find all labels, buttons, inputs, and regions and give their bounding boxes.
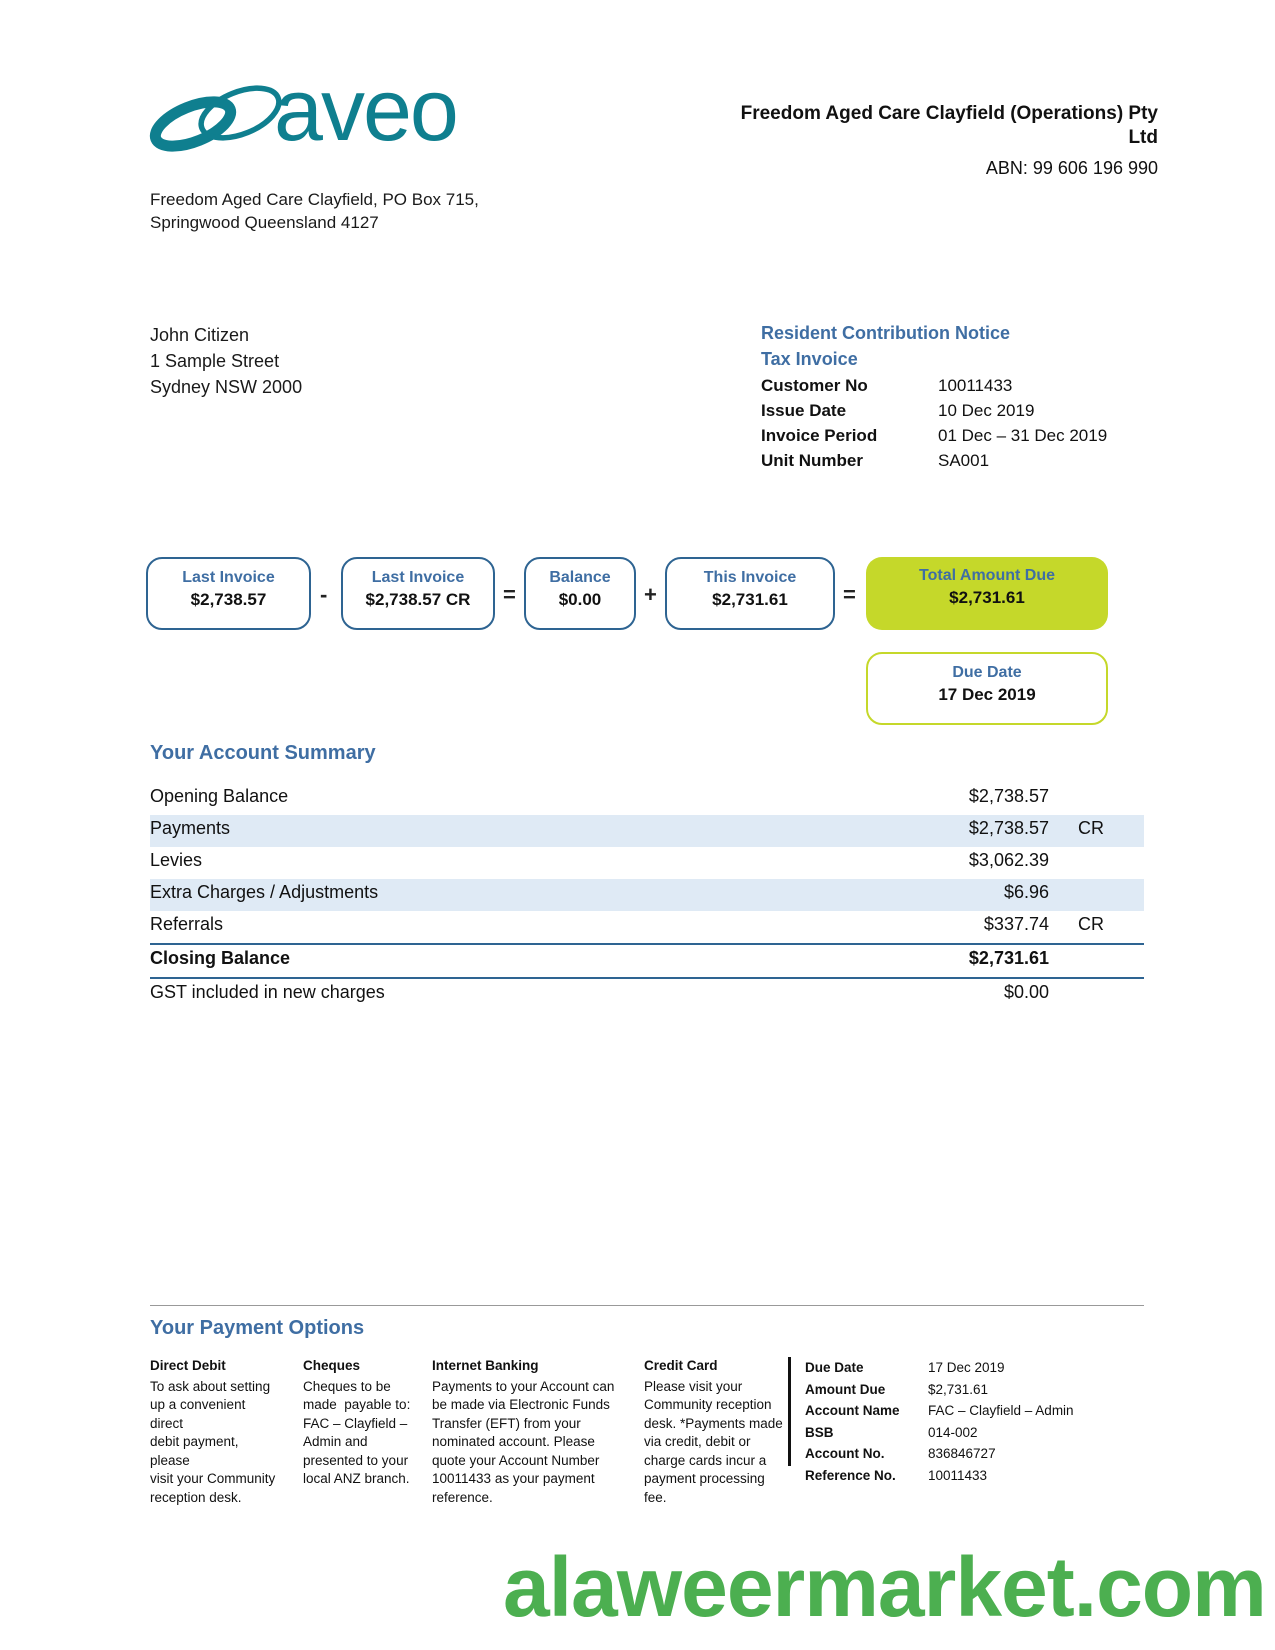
svg-text:aveo: aveo — [274, 75, 457, 159]
